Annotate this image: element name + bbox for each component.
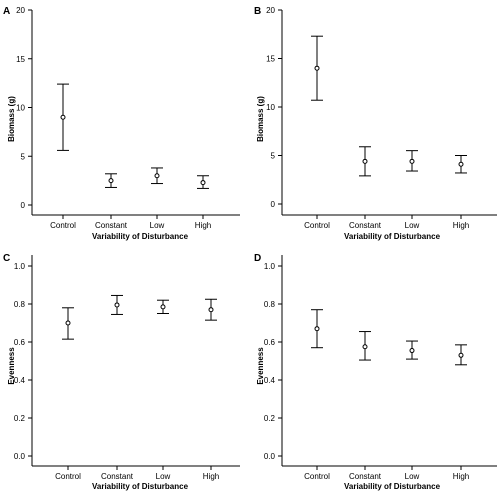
x-tick-label-d-0: Control (304, 472, 330, 481)
y-ticks-c: 0.0 0.2 0.4 0.6 0.8 1.0 (14, 262, 32, 461)
data-marks-c (62, 294, 217, 340)
y-tick-label-a-3: 15 (16, 55, 25, 64)
panel-label-c: C (3, 253, 10, 264)
data-point-c-3 (208, 307, 214, 313)
y-axis-title-b: Biomass (g) (256, 96, 265, 142)
x-axis-title-b: Variability of Disturbance (344, 232, 441, 241)
data-point-b-3 (458, 161, 464, 167)
y-ticks-a: 0 5 10 15 20 (16, 6, 32, 210)
data-marks-d (311, 309, 467, 366)
panel-a: A Biomass (g) Variability of Disturbance… (3, 6, 240, 241)
data-point-c-2 (160, 304, 166, 310)
panel-label-d: D (254, 253, 261, 264)
data-point-a-1 (108, 178, 114, 184)
x-tick-label-b-0: Control (304, 221, 330, 230)
y-tick-label-c-1: 0.2 (14, 414, 26, 423)
panel-label-a: A (3, 6, 10, 17)
y-tick-label-a-4: 20 (16, 6, 25, 15)
x-tick-label-c-3: High (203, 472, 219, 481)
panel-d: D Evenness Variability of Disturbance 0.… (254, 253, 497, 491)
y-tick-label-c-0: 0.0 (14, 452, 26, 461)
data-point-d-2 (409, 348, 415, 354)
y-tick-label-d-1: 0.2 (264, 414, 276, 423)
y-tick-label-d-0: 0.0 (264, 452, 276, 461)
x-axis-title-d: Variability of Disturbance (344, 482, 441, 491)
x-tick-label-a-2: Low (150, 221, 165, 230)
y-tick-label-b-1: 5 (271, 152, 276, 161)
y-tick-label-c-5: 1.0 (14, 262, 26, 271)
y-tick-label-c-2: 0.4 (14, 376, 26, 385)
panel-c: C Evenness Variability of Disturbance 0.… (3, 253, 240, 491)
y-tick-label-b-4: 20 (266, 6, 275, 15)
y-tick-label-a-2: 10 (16, 104, 25, 113)
data-point-b-1 (362, 158, 368, 164)
x-ticks-a: Control Constant Low High (50, 215, 211, 230)
y-tick-label-d-5: 1.0 (264, 262, 276, 271)
y-tick-label-b-0: 0 (271, 200, 276, 209)
x-ticks-c: Control Constant Low High (55, 466, 219, 481)
y-tick-label-d-2: 0.4 (264, 376, 276, 385)
data-point-d-3 (458, 352, 464, 358)
data-point-a-3 (200, 180, 206, 186)
y-tick-label-d-4: 0.8 (264, 300, 276, 309)
x-tick-label-b-3: High (453, 221, 469, 230)
data-point-a-2 (154, 173, 160, 179)
y-tick-label-b-2: 10 (266, 103, 275, 112)
x-tick-label-a-1: Constant (95, 221, 128, 230)
x-tick-label-b-2: Low (405, 221, 420, 230)
x-axis-title-c: Variability of Disturbance (92, 482, 189, 491)
y-axis-title-d: Evenness (256, 347, 265, 385)
data-point-b-0 (314, 65, 320, 71)
x-tick-label-c-0: Control (55, 472, 81, 481)
x-tick-label-c-2: Low (156, 472, 171, 481)
x-tick-label-d-1: Constant (349, 472, 382, 481)
y-tick-label-c-4: 0.8 (14, 300, 26, 309)
x-tick-label-a-0: Control (50, 221, 76, 230)
x-tick-label-d-3: High (453, 472, 469, 481)
y-tick-label-c-3: 0.6 (14, 338, 26, 347)
y-tick-label-a-1: 5 (21, 152, 26, 161)
data-point-c-0 (65, 320, 71, 326)
x-tick-label-b-1: Constant (349, 221, 382, 230)
data-marks-a (57, 83, 209, 189)
x-ticks-d: Control Constant Low High (304, 466, 469, 481)
data-marks-b (311, 35, 467, 177)
y-axis-title-c: Evenness (7, 347, 16, 385)
x-tick-label-a-3: High (195, 221, 211, 230)
x-tick-label-c-1: Constant (101, 472, 134, 481)
panel-label-b: B (254, 6, 261, 17)
data-point-b-2 (409, 158, 415, 164)
y-tick-label-d-3: 0.6 (264, 338, 276, 347)
y-axis-title-a: Biomass (g) (7, 96, 16, 142)
y-tick-label-b-3: 15 (266, 55, 275, 64)
data-point-d-0 (314, 326, 320, 332)
data-point-d-1 (362, 344, 368, 350)
y-tick-label-a-0: 0 (21, 201, 26, 210)
x-ticks-b: Control Constant Low High (304, 215, 469, 230)
data-point-a-0 (60, 114, 66, 120)
data-point-c-1 (114, 302, 120, 308)
panel-b: B Biomass (g) Variability of Disturbance… (254, 6, 497, 241)
x-axis-title-a: Variability of Disturbance (92, 232, 189, 241)
y-ticks-b: 0 5 10 15 20 (266, 6, 282, 209)
y-ticks-d: 0.0 0.2 0.4 0.6 0.8 1.0 (264, 262, 282, 461)
x-tick-label-d-2: Low (405, 472, 420, 481)
